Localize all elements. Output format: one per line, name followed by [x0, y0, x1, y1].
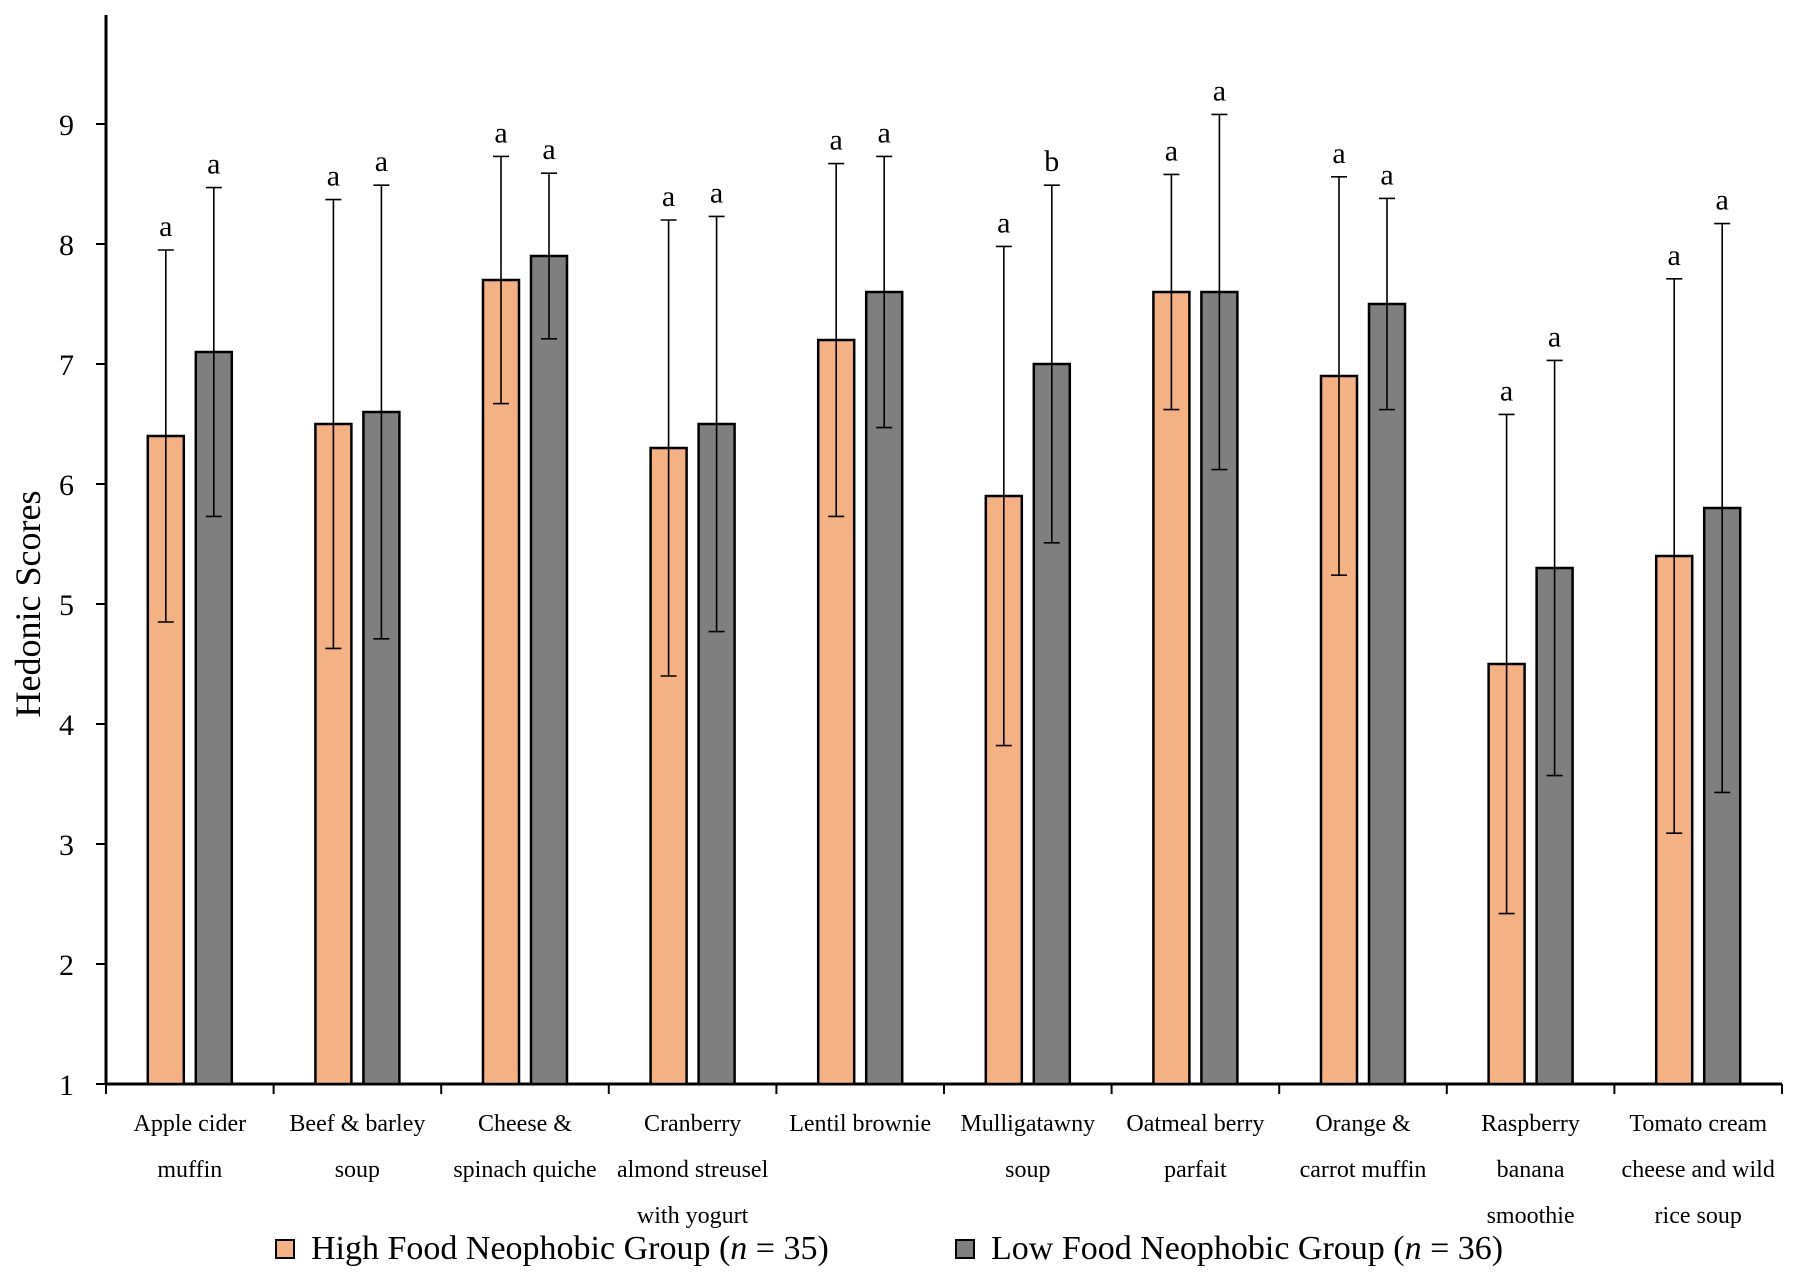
legend-item-high: High Food Neophobic Group (n = 35) [275, 1230, 829, 1268]
legend-label-high: High Food Neophobic Group [311, 1230, 711, 1267]
significance-label: a [159, 210, 172, 243]
x-tick-label: smoothie [1487, 1203, 1575, 1229]
legend-n-value-high: = 35) [755, 1230, 829, 1267]
y-tick-label: 6 [59, 469, 74, 502]
legend-item-low: Low Food Neophobic Group (n = 36) [955, 1230, 1503, 1268]
significance-label: a [1548, 320, 1561, 353]
x-tick-label: almond streusel [617, 1157, 769, 1183]
significance-label: a [1716, 184, 1729, 217]
x-tick-label: Raspberry [1481, 1111, 1580, 1137]
significance-label: a [1380, 158, 1393, 191]
significance-label: a [1165, 134, 1178, 167]
significance-label: a [375, 145, 388, 178]
bar [481, 278, 521, 1086]
x-tick-label: Beef & barley [289, 1111, 425, 1137]
significance-label: a [997, 206, 1010, 239]
y-tick-label: 1 [59, 1069, 74, 1102]
significance-label: a [1332, 137, 1345, 170]
x-tick-label: Lentil brownie [789, 1111, 931, 1137]
legend-swatch-low [955, 1239, 975, 1259]
x-tick-label: banana [1497, 1157, 1565, 1183]
y-tick-label: 5 [59, 589, 74, 622]
significance-label: b [1044, 145, 1059, 178]
x-tick-label: Cranberry [644, 1111, 741, 1137]
y-tick-label: 3 [59, 829, 74, 862]
x-tick-label: Oatmeal berry [1126, 1111, 1264, 1137]
legend: High Food Neophobic Group (n = 35) Low F… [0, 1230, 1797, 1280]
x-tick-label: rice soup [1655, 1203, 1742, 1229]
bar [1152, 290, 1191, 1086]
x-tick-label: with yogurt [637, 1203, 749, 1229]
significance-label: a [1500, 374, 1513, 407]
significance-label: a [207, 148, 220, 181]
x-tick-label: carrot muffin [1300, 1157, 1427, 1183]
x-tick-label: Cheese & [478, 1111, 572, 1137]
y-tick-label: 2 [59, 949, 74, 982]
x-tick-label: Orange & [1315, 1111, 1411, 1137]
legend-n-value-low: = 36) [1430, 1230, 1504, 1267]
x-tick-label: soup [335, 1157, 380, 1183]
x-tick-label: muffin [157, 1157, 222, 1183]
x-tick-label: Tomato cream [1629, 1111, 1767, 1137]
significance-label: a [327, 160, 340, 193]
significance-label: a [542, 133, 555, 166]
y-tick-label: 4 [59, 709, 74, 742]
significance-label: a [1213, 74, 1226, 107]
x-tick-label: soup [1005, 1157, 1050, 1183]
significance-label: a [1668, 239, 1681, 272]
significance-label: a [830, 124, 843, 157]
bar [529, 254, 569, 1086]
x-tick-label: Apple cider [133, 1111, 246, 1137]
legend-swatch-high [275, 1239, 295, 1259]
significance-label: a [878, 116, 891, 149]
x-tick-label: spinach quiche [453, 1157, 596, 1183]
significance-label: a [710, 176, 723, 209]
bar [1200, 290, 1239, 1086]
y-axis-label: Hedonic Scores [8, 491, 48, 718]
legend-n-low: n [1404, 1230, 1422, 1267]
significance-label: a [494, 116, 507, 149]
x-tick-label: parfait [1164, 1157, 1227, 1183]
legend-n-high: n [730, 1230, 748, 1267]
legend-label-low: Low Food Neophobic Group [991, 1230, 1385, 1267]
x-tick-label: cheese and wild [1622, 1157, 1775, 1183]
y-tick-label: 7 [59, 349, 74, 382]
significance-label: a [662, 180, 675, 213]
bar [1367, 302, 1407, 1086]
y-tick-label: 8 [59, 229, 74, 262]
y-tick-label: 9 [59, 109, 74, 142]
x-tick-label: Mulligatawny [960, 1111, 1095, 1137]
